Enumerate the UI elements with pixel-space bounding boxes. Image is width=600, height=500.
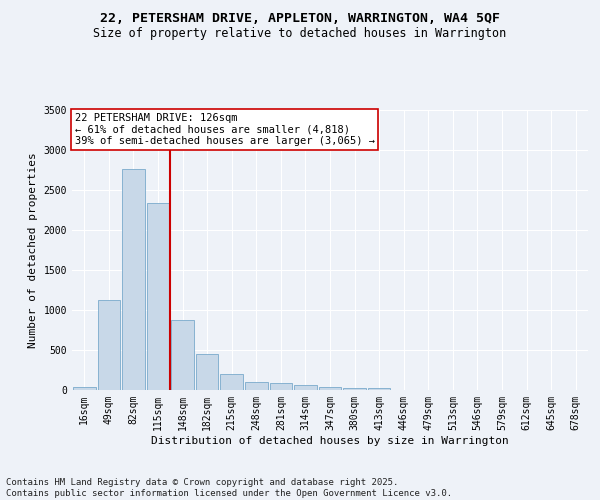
Bar bbox=[368, 388, 391, 390]
Bar bbox=[343, 388, 366, 390]
Bar bbox=[98, 300, 120, 390]
Bar bbox=[245, 382, 268, 390]
Text: Contains HM Land Registry data © Crown copyright and database right 2025.
Contai: Contains HM Land Registry data © Crown c… bbox=[6, 478, 452, 498]
Y-axis label: Number of detached properties: Number of detached properties bbox=[28, 152, 38, 348]
Bar bbox=[196, 354, 218, 390]
Bar bbox=[319, 387, 341, 390]
Bar bbox=[294, 385, 317, 390]
Text: 22, PETERSHAM DRIVE, APPLETON, WARRINGTON, WA4 5QF: 22, PETERSHAM DRIVE, APPLETON, WARRINGTO… bbox=[100, 12, 500, 26]
Bar bbox=[122, 169, 145, 390]
Text: Size of property relative to detached houses in Warrington: Size of property relative to detached ho… bbox=[94, 28, 506, 40]
Bar bbox=[146, 203, 169, 390]
X-axis label: Distribution of detached houses by size in Warrington: Distribution of detached houses by size … bbox=[151, 436, 509, 446]
Bar bbox=[220, 374, 243, 390]
Text: 22 PETERSHAM DRIVE: 126sqm
← 61% of detached houses are smaller (4,818)
39% of s: 22 PETERSHAM DRIVE: 126sqm ← 61% of deta… bbox=[74, 113, 374, 146]
Bar bbox=[171, 320, 194, 390]
Bar bbox=[73, 387, 95, 390]
Bar bbox=[269, 383, 292, 390]
